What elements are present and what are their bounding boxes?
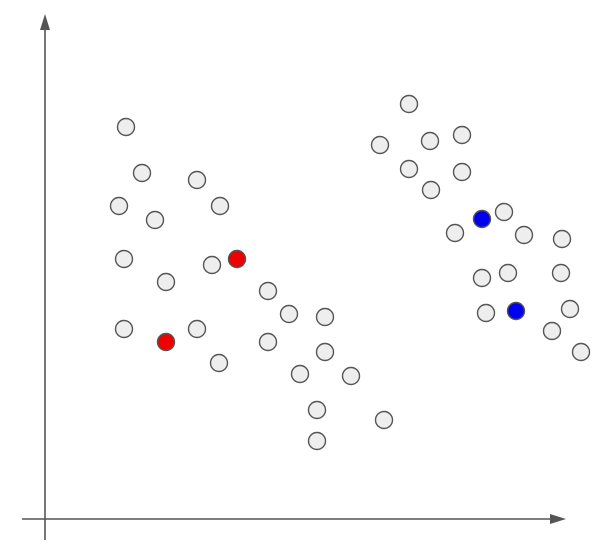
point xyxy=(109,196,129,216)
point xyxy=(258,332,278,352)
point xyxy=(542,321,562,341)
point xyxy=(472,209,492,229)
point xyxy=(374,410,394,430)
point xyxy=(494,202,514,222)
point xyxy=(279,304,299,324)
point xyxy=(506,301,526,321)
point xyxy=(420,131,440,151)
point xyxy=(472,268,492,288)
point xyxy=(307,400,327,420)
y-axis-arrow xyxy=(40,14,50,30)
point xyxy=(307,431,327,451)
point xyxy=(315,307,335,327)
point xyxy=(452,162,472,182)
point xyxy=(209,353,229,373)
point xyxy=(370,135,390,155)
point xyxy=(560,299,580,319)
x-axis-arrow xyxy=(550,514,566,524)
point xyxy=(202,255,222,275)
point xyxy=(315,342,335,362)
point xyxy=(399,159,419,179)
points xyxy=(109,94,591,451)
point xyxy=(551,263,571,283)
point xyxy=(571,342,591,362)
point xyxy=(476,303,496,323)
point xyxy=(156,332,176,352)
point xyxy=(145,210,165,230)
point xyxy=(210,196,230,216)
point xyxy=(445,223,465,243)
point xyxy=(132,163,152,183)
point xyxy=(114,249,134,269)
point xyxy=(227,249,247,269)
point xyxy=(552,229,572,249)
point xyxy=(114,319,134,339)
point xyxy=(290,364,310,384)
point xyxy=(187,319,207,339)
point xyxy=(116,117,136,137)
point xyxy=(187,170,207,190)
point xyxy=(498,263,518,283)
point xyxy=(156,272,176,292)
point xyxy=(258,281,278,301)
point xyxy=(514,225,534,245)
point xyxy=(421,180,441,200)
point xyxy=(341,366,361,386)
point xyxy=(399,94,419,114)
point xyxy=(452,125,472,145)
